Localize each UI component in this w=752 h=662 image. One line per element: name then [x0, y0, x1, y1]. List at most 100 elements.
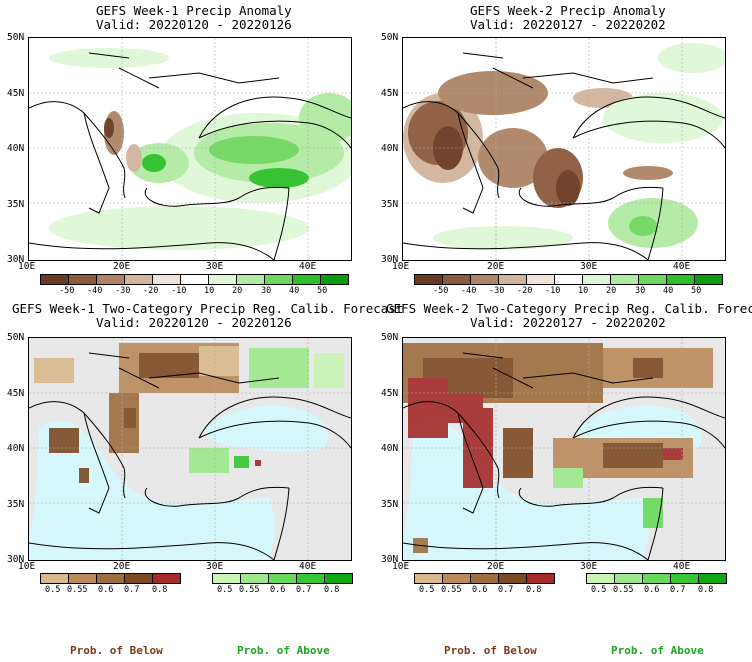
lat-label-40n: 40N	[7, 443, 25, 454]
colorbar-tick: 50	[691, 286, 702, 296]
colorbar-swatch	[670, 573, 699, 584]
colorbar-tick: 40	[289, 286, 300, 296]
colorbar-tick: 0.8	[526, 585, 542, 595]
colorbar-swatch	[68, 274, 97, 285]
colorbar-tick: 30	[261, 286, 272, 296]
colorbar-swatch	[180, 274, 209, 285]
colorbar-tick: 50	[317, 286, 328, 296]
prob-below-label: Prob. of Below	[70, 644, 163, 657]
colorbar-swatch	[208, 274, 237, 285]
lat-label-35n: 35N	[381, 499, 399, 510]
lat-label-30n: 30N	[7, 254, 25, 265]
colorbar-swatch	[152, 573, 181, 584]
lat-label-50n: 50N	[381, 332, 399, 343]
colorbar-swatch	[236, 274, 265, 285]
panel-valid-week1-anomaly: Valid: 20220120 - 20220126	[96, 17, 292, 32]
lon-label-10e: 10E	[18, 561, 36, 572]
colorbar-swatch	[694, 274, 723, 285]
colorbar-tick: -30	[489, 286, 505, 296]
map-week2-anomaly	[402, 37, 726, 261]
colorbar-swatch	[324, 573, 353, 584]
colorbar-swatch	[614, 573, 643, 584]
lat-label-40n: 40N	[381, 143, 399, 154]
colorbar-swatch	[414, 274, 443, 285]
colorbar-tick: 0.6	[98, 585, 114, 595]
colorbar-swatch	[610, 274, 639, 285]
colorbar-swatch	[638, 274, 667, 285]
colorbar-swatch	[68, 573, 97, 584]
lon-label-30e: 30E	[206, 561, 224, 572]
colorbar-tick: -20	[517, 286, 533, 296]
colorbar-swatch	[470, 274, 499, 285]
colorbar-tick: 0.55	[441, 585, 462, 595]
lat-label-45n: 45N	[381, 388, 399, 399]
colorbar-swatch	[498, 274, 527, 285]
map-week1-twocat	[28, 337, 352, 561]
colorbar-swatch	[698, 573, 727, 584]
lon-label-40e: 40E	[299, 261, 317, 272]
panel-title-week1-twocat: GEFS Week-1 Two-Category Precip Reg. Cal…	[12, 301, 404, 316]
colorbar-swatch	[442, 573, 471, 584]
colorbar-swatch	[240, 573, 269, 584]
prob-below-label: Prob. of Below	[444, 644, 537, 657]
colorbar-tick: 0.55	[239, 585, 260, 595]
lon-label-40e: 40E	[673, 261, 691, 272]
colorbar-swatch	[124, 573, 153, 584]
colorbar-tick: 20	[232, 286, 243, 296]
panel-title-week2-anomaly: GEFS Week-2 Precip Anomaly	[470, 3, 666, 18]
lon-label-20e: 20E	[487, 561, 505, 572]
colorbar-tick: -40	[461, 286, 477, 296]
colorbar-tick: -10	[545, 286, 561, 296]
lat-label-45n: 45N	[7, 388, 25, 399]
colorbar-tick: 0.7	[498, 585, 514, 595]
colorbar-tick: 0.5	[45, 585, 61, 595]
colorbar-tick: 0.8	[152, 585, 168, 595]
colorbar-swatch	[442, 274, 471, 285]
colorbar-swatch	[582, 274, 611, 285]
colorbar-swatch	[292, 274, 321, 285]
colorbar-swatch	[642, 573, 671, 584]
lat-label-40n: 40N	[7, 143, 25, 154]
colorbar-tick: 0.5	[591, 585, 607, 595]
colorbar-swatch	[554, 274, 583, 285]
colorbar-tick: -40	[87, 286, 103, 296]
colorbar-tick: 10	[578, 286, 589, 296]
colorbar-swatch	[526, 274, 555, 285]
below-colorbar-week1	[40, 573, 181, 584]
colorbar-tick: 0.5	[419, 585, 435, 595]
lon-label-20e: 20E	[113, 261, 131, 272]
colorbar-tick: 10	[204, 286, 215, 296]
panel-title-week1-anomaly: GEFS Week-1 Precip Anomaly	[96, 3, 292, 18]
colorbar-tick: 0.6	[270, 585, 286, 595]
colorbar-swatch	[96, 274, 125, 285]
map-week1-anomaly	[28, 37, 352, 261]
lon-label-40e: 40E	[299, 561, 317, 572]
colorbar-swatch	[666, 274, 695, 285]
colorbar-tick: -30	[115, 286, 131, 296]
lat-label-35n: 35N	[7, 499, 25, 510]
lon-label-10e: 10E	[18, 261, 36, 272]
colorbar-swatch	[264, 274, 293, 285]
lon-label-40e: 40E	[673, 561, 691, 572]
lat-label-35n: 35N	[381, 199, 399, 210]
colorbar-swatch	[96, 573, 125, 584]
colorbar-tick: 30	[635, 286, 646, 296]
prob-above-label: Prob. of Above	[611, 644, 704, 657]
colorbar-swatch	[40, 274, 69, 285]
lon-label-20e: 20E	[113, 561, 131, 572]
panel-valid-week1-twocat: Valid: 20220120 - 20220126	[96, 315, 292, 330]
colorbar-swatch	[268, 573, 297, 584]
colorbar-tick: 0.8	[698, 585, 714, 595]
anomaly-colorbar-week2	[414, 274, 723, 285]
colorbar-tick: 0.7	[670, 585, 686, 595]
lon-label-30e: 30E	[580, 261, 598, 272]
colorbar-tick: 0.6	[472, 585, 488, 595]
colorbar-swatch	[498, 573, 527, 584]
colorbar-tick: 0.7	[124, 585, 140, 595]
colorbar-tick: 0.7	[296, 585, 312, 595]
lat-label-50n: 50N	[7, 32, 25, 43]
colorbar-swatch	[526, 573, 555, 584]
colorbar-tick: -20	[143, 286, 159, 296]
prob-above-label: Prob. of Above	[237, 644, 330, 657]
lon-label-30e: 30E	[580, 561, 598, 572]
